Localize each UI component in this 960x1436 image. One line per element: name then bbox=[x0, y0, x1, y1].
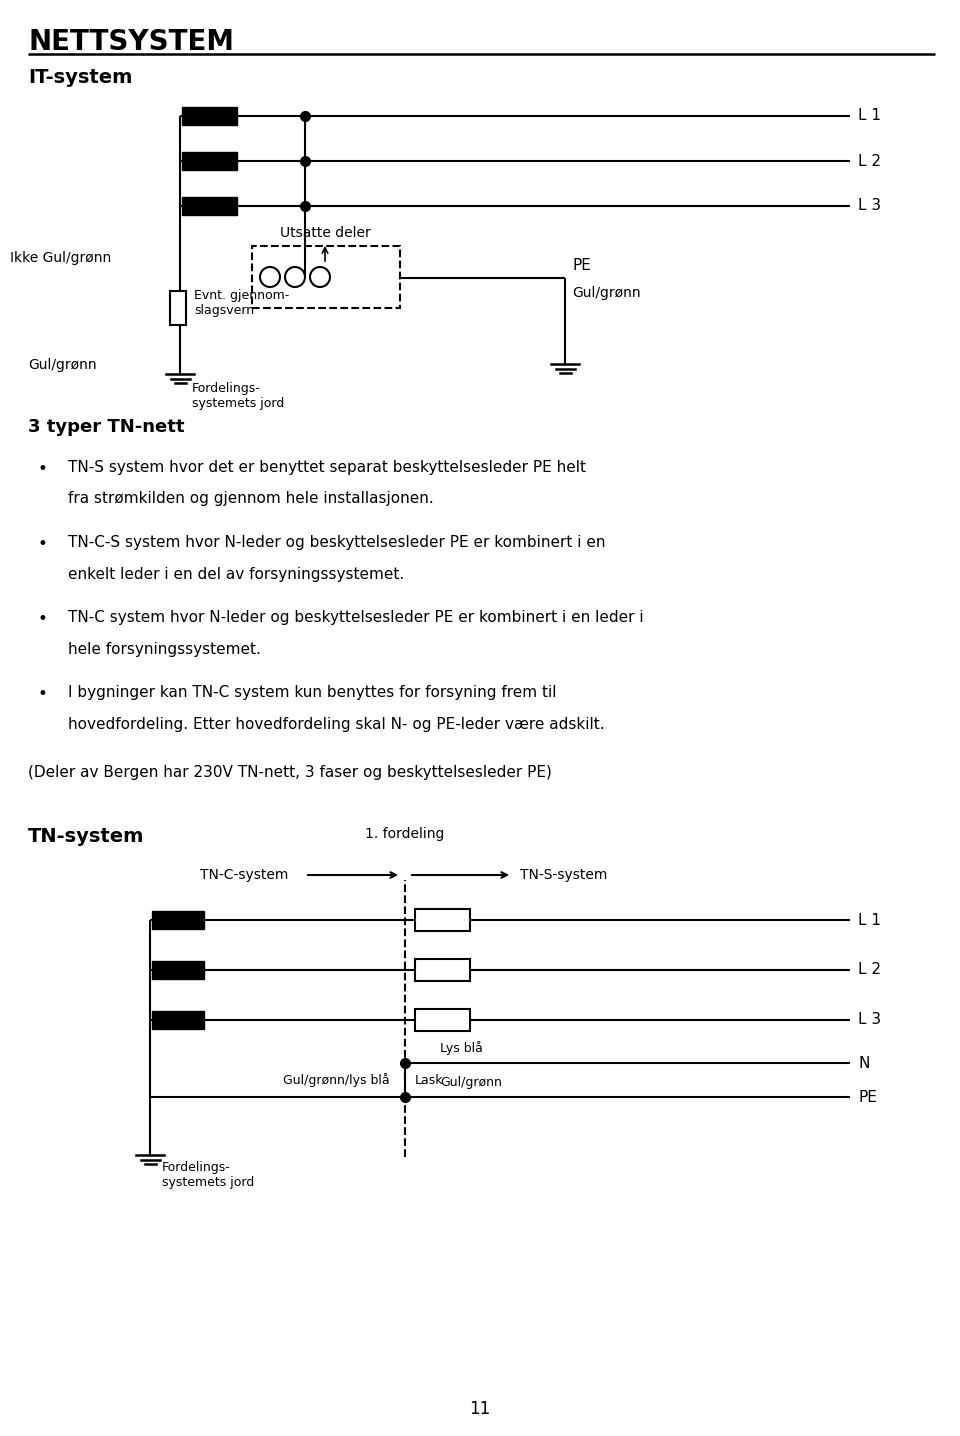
Text: Fordelings-
systemets jord: Fordelings- systemets jord bbox=[162, 1160, 254, 1189]
Text: TN-C system hvor N-leder og beskyttelsesleder PE er kombinert i en leder i: TN-C system hvor N-leder og beskyttelses… bbox=[68, 610, 643, 625]
Text: Gul/grønn/lys blå: Gul/grønn/lys blå bbox=[283, 1073, 390, 1087]
Text: I bygninger kan TN-C system kun benyttes for forsyning frem til: I bygninger kan TN-C system kun benyttes… bbox=[68, 685, 557, 699]
Bar bbox=[415, 1010, 470, 1031]
Text: Ikke Gul/grønn: Ikke Gul/grønn bbox=[10, 251, 111, 266]
Text: Lys blå: Lys blå bbox=[440, 1041, 483, 1055]
Text: fra strømkilden og gjennom hele installasjonen.: fra strømkilden og gjennom hele installa… bbox=[68, 491, 434, 507]
Text: 11: 11 bbox=[469, 1400, 491, 1417]
Bar bbox=[415, 959, 470, 981]
Text: Evnt. gjennom-
slagsvern: Evnt. gjennom- slagsvern bbox=[194, 289, 289, 317]
Text: L 3: L 3 bbox=[858, 1012, 881, 1028]
Text: PE: PE bbox=[858, 1090, 876, 1104]
Bar bbox=[182, 152, 237, 169]
Text: •: • bbox=[37, 536, 47, 553]
Text: NETTSYSTEM: NETTSYSTEM bbox=[28, 27, 234, 56]
Text: L 1: L 1 bbox=[858, 109, 881, 123]
Text: hele forsyningssystemet.: hele forsyningssystemet. bbox=[68, 642, 261, 656]
Text: L 1: L 1 bbox=[858, 912, 881, 928]
Text: Gul/grønn: Gul/grønn bbox=[440, 1076, 502, 1088]
Text: IT-system: IT-system bbox=[28, 67, 132, 88]
Text: •: • bbox=[37, 610, 47, 628]
Bar bbox=[252, 246, 400, 307]
Text: TN-system: TN-system bbox=[28, 827, 144, 846]
Text: Gul/grønn: Gul/grønn bbox=[572, 286, 640, 300]
Text: N: N bbox=[858, 1055, 870, 1070]
Text: L 2: L 2 bbox=[858, 154, 881, 168]
Text: 3 typer TN-nett: 3 typer TN-nett bbox=[28, 418, 184, 437]
Text: Fordelings-
systemets jord: Fordelings- systemets jord bbox=[192, 382, 284, 411]
Text: (Deler av Bergen har 230V TN-nett, 3 faser og beskyttelsesleder PE): (Deler av Bergen har 230V TN-nett, 3 fas… bbox=[28, 765, 552, 780]
Text: TN-S system hvor det er benyttet separat beskyttelsesleder PE helt: TN-S system hvor det er benyttet separat… bbox=[68, 460, 586, 475]
Bar bbox=[152, 1011, 204, 1030]
Text: Gul/grønn: Gul/grønn bbox=[28, 358, 97, 372]
Bar bbox=[152, 910, 204, 929]
Text: Lask: Lask bbox=[415, 1074, 444, 1087]
Text: L 2: L 2 bbox=[858, 962, 881, 978]
Text: hovedfordeling. Etter hovedfordeling skal N- og PE-leder være adskilt.: hovedfordeling. Etter hovedfordeling ska… bbox=[68, 717, 605, 731]
Bar bbox=[415, 909, 470, 931]
Text: TN-S-system: TN-S-system bbox=[520, 867, 608, 882]
Text: 1. fordeling: 1. fordeling bbox=[366, 827, 444, 841]
Text: •: • bbox=[37, 460, 47, 478]
Text: Utsatte deler: Utsatte deler bbox=[279, 225, 371, 240]
Bar bbox=[152, 961, 204, 979]
Text: enkelt leder i en del av forsyningssystemet.: enkelt leder i en del av forsyningssyste… bbox=[68, 566, 404, 582]
Text: PE: PE bbox=[572, 258, 590, 273]
Text: L 3: L 3 bbox=[858, 198, 881, 214]
Bar bbox=[182, 108, 237, 125]
Text: TN-C-system: TN-C-system bbox=[200, 867, 288, 882]
Bar bbox=[182, 197, 237, 215]
Bar bbox=[170, 292, 186, 325]
Text: •: • bbox=[37, 685, 47, 704]
Text: TN-C-S system hvor N-leder og beskyttelsesleder PE er kombinert i en: TN-C-S system hvor N-leder og beskyttels… bbox=[68, 536, 606, 550]
